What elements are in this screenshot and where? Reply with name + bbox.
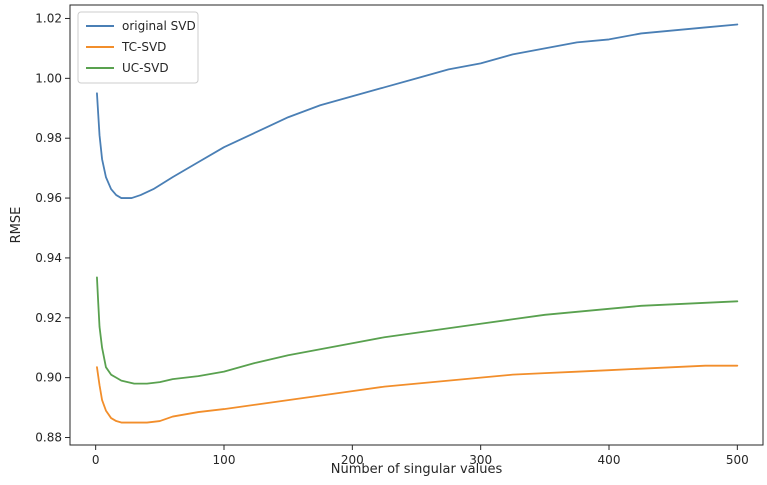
x-tick-label: 400 (598, 453, 621, 467)
y-tick-label: 0.90 (35, 371, 62, 385)
x-axis-label: Number of singular values (331, 462, 503, 477)
y-tick-label: 0.96 (35, 191, 62, 205)
x-tick-label: 300 (469, 453, 492, 467)
x-tick-label: 0 (92, 453, 100, 467)
legend-label: original SVD (122, 19, 196, 33)
legend-label: UC-SVD (122, 61, 169, 75)
x-tick-label: 200 (341, 453, 364, 467)
axes-frame (69, 4, 764, 446)
legend: original SVD TC-SVD UC-SVD (77, 11, 199, 84)
y-axis: 0.88 0.90 0.92 0.94 0.96 0.98 1.00 1.02 (35, 11, 70, 445)
y-tick-label: 0.88 (35, 431, 62, 445)
y-tick-label: 1.00 (35, 71, 62, 85)
plot-area (69, 4, 764, 446)
y-tick-label: 0.92 (35, 311, 62, 325)
series-line-2 (96, 276, 739, 385)
y-tick-label: 0.98 (35, 131, 62, 145)
x-tick-label: 100 (213, 453, 236, 467)
series-line-1 (96, 364, 739, 424)
y-tick-label: 1.02 (35, 11, 62, 25)
y-tick-label: 0.94 (35, 251, 62, 265)
y-axis-label: RMSE (9, 207, 24, 244)
series-line-0 (96, 23, 739, 199)
legend-box (77, 11, 199, 84)
series-layer (96, 23, 739, 424)
x-axis: 0 100 200 300 400 500 (92, 445, 749, 467)
x-tick-label: 500 (726, 453, 749, 467)
legend-label: TC-SVD (121, 40, 166, 54)
